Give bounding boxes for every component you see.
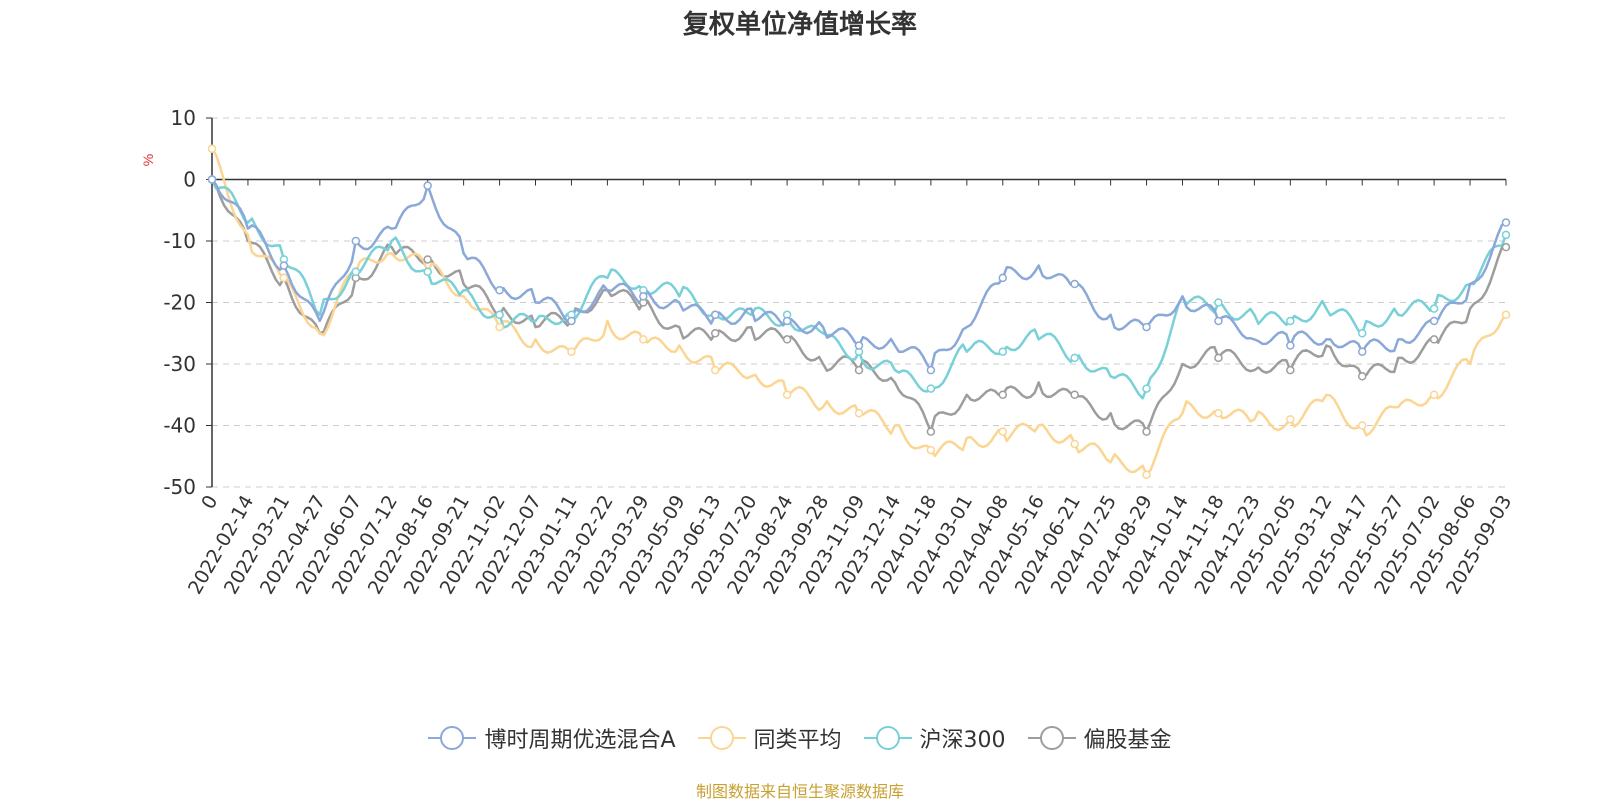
y-tick-label: -40 (163, 414, 196, 438)
data-point (1070, 439, 1079, 449)
x-tick-label: 0 (197, 492, 222, 513)
data-point (998, 347, 1008, 356)
legend: 博时周期优选混合A 同类平均 沪深300 偏股基金 (0, 722, 1600, 754)
data-point (1429, 335, 1439, 344)
data-point (423, 267, 432, 276)
data-point (1429, 304, 1439, 313)
legend-line-circle-icon (697, 724, 746, 752)
data-point (1429, 390, 1439, 399)
data-point (1070, 390, 1079, 399)
legend-item[interactable]: 沪深300 (863, 722, 1006, 754)
data-point (1286, 316, 1295, 326)
data-point (1142, 322, 1151, 332)
data-point (423, 255, 432, 264)
data-point (1357, 421, 1367, 430)
data-point (1286, 415, 1295, 424)
data-point (1142, 384, 1151, 393)
data-point (495, 322, 504, 332)
data-point (279, 261, 289, 270)
data-point (854, 341, 864, 350)
data-point (1070, 279, 1079, 289)
data-point (495, 310, 504, 320)
legend-line-circle-icon (863, 724, 912, 752)
data-point (782, 335, 792, 344)
data-point (639, 292, 648, 301)
legend-line-circle-icon (428, 724, 477, 752)
data-point (639, 335, 648, 344)
legend-label: 沪深300 (919, 728, 1006, 753)
data-point (1357, 347, 1367, 356)
data-point (854, 408, 864, 418)
data-point (926, 384, 936, 393)
data-point (351, 236, 361, 246)
legend-label: 偏股基金 (1083, 728, 1172, 753)
data-point (207, 175, 217, 184)
y-tick-label: -30 (163, 352, 196, 376)
data-point (926, 445, 936, 455)
data-point (926, 427, 936, 436)
y-tick-label: -10 (163, 229, 196, 253)
data-point (1214, 316, 1223, 326)
data-point (854, 365, 864, 375)
data-point (1501, 230, 1511, 240)
data-point (567, 316, 576, 326)
data-point (351, 267, 361, 276)
grid (212, 117, 1506, 488)
legend-label: 博时周期优选混合A (484, 728, 676, 753)
y-axis-label: % (140, 154, 156, 166)
data-point (1501, 310, 1511, 320)
data-point (1214, 408, 1223, 418)
legend-label: 同类平均 (753, 728, 842, 753)
data-point (1286, 365, 1295, 375)
data-point (1214, 298, 1223, 307)
y-tick-label: 10 (171, 106, 196, 130)
data-point (1214, 353, 1223, 363)
y-tick-label: 0 (183, 168, 196, 192)
data-point (782, 390, 792, 399)
data-point (423, 181, 432, 190)
axes: 100-10-20-30-40-5002022-02-142022-03-212… (163, 106, 1516, 598)
y-tick-label: -20 (163, 291, 196, 315)
data-point (1501, 242, 1511, 252)
data-source-note: 制图数据来自恒生聚源数据库 (695, 782, 904, 801)
data-point (926, 365, 936, 375)
legend-item[interactable]: 博时周期优选混合A (428, 722, 676, 754)
chart-title: 复权单位净值增长率 (682, 10, 917, 40)
data-point (1286, 341, 1295, 350)
data-point (1357, 372, 1367, 381)
series-line (210, 178, 1508, 400)
series-line (210, 178, 1507, 433)
series-lines (210, 148, 1508, 476)
data-point (1142, 470, 1151, 479)
data-point (1429, 316, 1439, 326)
legend-item[interactable]: 同类平均 (697, 722, 842, 754)
chart-area: 100-10-20-30-40-5002022-02-142022-03-212… (140, 106, 1516, 598)
data-point (279, 273, 289, 283)
data-point (207, 144, 217, 153)
data-point (1142, 427, 1151, 436)
data-point (495, 285, 504, 295)
data-point (998, 273, 1008, 283)
legend-line-circle-icon (1027, 724, 1076, 752)
data-point (710, 329, 720, 338)
legend-item[interactable]: 偏股基金 (1027, 722, 1172, 754)
data-point (998, 390, 1008, 399)
series-markers (207, 144, 1511, 479)
y-tick-label: -50 (163, 475, 196, 499)
data-point (1501, 218, 1511, 227)
data-point (567, 347, 576, 356)
data-point (710, 310, 720, 320)
data-point (1357, 329, 1367, 338)
series-line (210, 148, 1507, 476)
data-point (998, 427, 1008, 436)
data-point (782, 316, 792, 326)
data-point (1070, 353, 1079, 363)
data-point (710, 365, 720, 375)
